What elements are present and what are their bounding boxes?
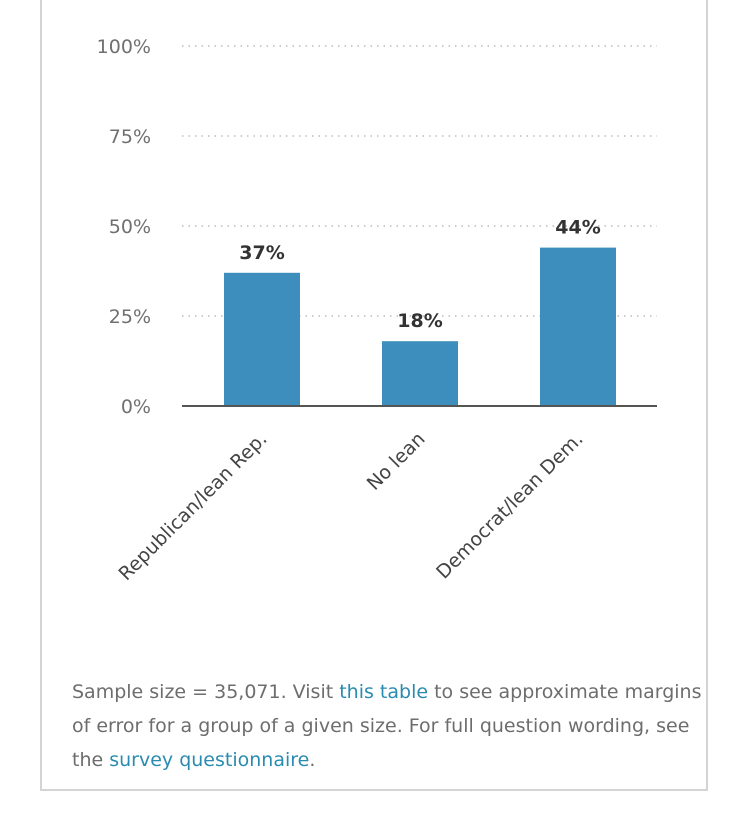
y-tick-label: 75% <box>109 126 151 148</box>
note-text-2: to see approximate margins of error for … <box>72 681 702 771</box>
survey-questionnaire-link[interactable]: survey questionnaire <box>109 749 310 771</box>
y-tick-label: 0% <box>121 396 151 418</box>
y-tick-label: 25% <box>109 306 151 328</box>
bar-chart: 0% 25% 50% 75% 100% 37% Republican/lean Rep. 18… <box>97 36 657 585</box>
bar <box>382 341 458 406</box>
bar <box>224 272 300 406</box>
category-label: Republican/lean Rep. <box>114 428 271 585</box>
category-label: No lean <box>363 428 430 495</box>
note-text-3: . <box>309 749 316 771</box>
sample-size-note: Sample size = 35,071. Visit this table t… <box>72 675 712 777</box>
this-table-link[interactable]: this table <box>339 681 429 703</box>
chart-card <box>40 0 708 791</box>
category-label: Democrat/lean Dem. <box>432 428 587 583</box>
note-text-1: Sample size = 35,071. Visit <box>72 681 340 703</box>
data-label: 44% <box>555 217 600 239</box>
y-tick-label: 100% <box>97 36 151 58</box>
y-tick-label: 50% <box>109 216 151 238</box>
bar <box>540 247 616 406</box>
data-label: 37% <box>239 242 284 264</box>
data-label: 18% <box>397 310 442 332</box>
